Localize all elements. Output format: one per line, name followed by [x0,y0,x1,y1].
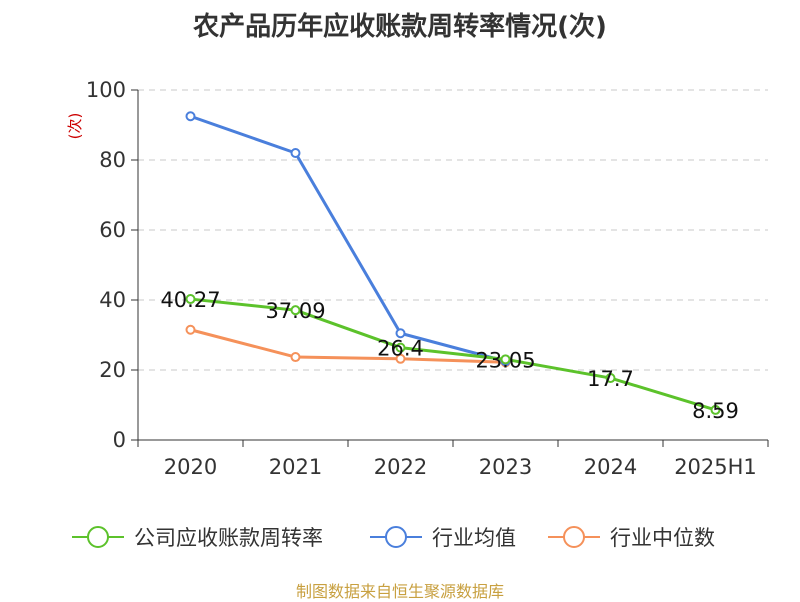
x-tick-label: 2021 [269,455,322,479]
data-point-0 [185,294,196,305]
y-tick-label: 40 [99,288,126,312]
series-line-0 [190,297,716,412]
data-point-0 [710,404,721,415]
data-label: 26.4 [377,337,424,361]
data-label: 23.05 [475,348,535,372]
legend-marker-0 [87,526,109,548]
x-tick-label: 2023 [479,455,532,479]
x-tick-label: 2022 [374,455,427,479]
data-point-0 [290,305,301,316]
data-point-2 [290,352,301,363]
data-point-0 [605,373,616,384]
data-point-0 [500,354,511,365]
y-tick-label: 100 [86,78,126,102]
legend-item-2: 行业中位数 [610,526,715,550]
y-axis-label: (次) [66,113,84,140]
x-tick-label: 2020 [164,455,217,479]
series-line-2 [190,328,506,364]
y-tick-label: 60 [99,218,126,242]
y-tick-label: 20 [99,358,126,382]
legend-item-0: 公司应收账款周转率 [134,526,323,550]
data-label: 40.27 [160,288,220,312]
data-point-1 [290,148,301,158]
chart-title: 农产品历年应收账款周转率情况(次) [193,12,607,42]
legend-marker-1 [385,526,407,548]
data-point-2 [185,324,196,335]
legend-item-1: 行业均值 [432,526,516,550]
data-point-1 [185,111,196,122]
x-tick-label: 2024 [584,455,637,479]
data-label: 17.7 [587,367,634,391]
y-tick-label: 80 [99,148,126,172]
data-point-2 [395,353,406,364]
x-tick-label: 2025H1 [674,455,757,479]
data-label: 37.09 [265,299,325,323]
data-point-0 [395,342,406,353]
series-line-1 [190,114,506,363]
data-point-1 [395,328,406,339]
data-label: 8.59 [692,399,739,423]
legend-marker-2 [563,526,585,548]
y-tick-label: 0 [113,428,126,452]
data-source-note: 制图数据来自恒生聚源数据库 [295,582,504,601]
